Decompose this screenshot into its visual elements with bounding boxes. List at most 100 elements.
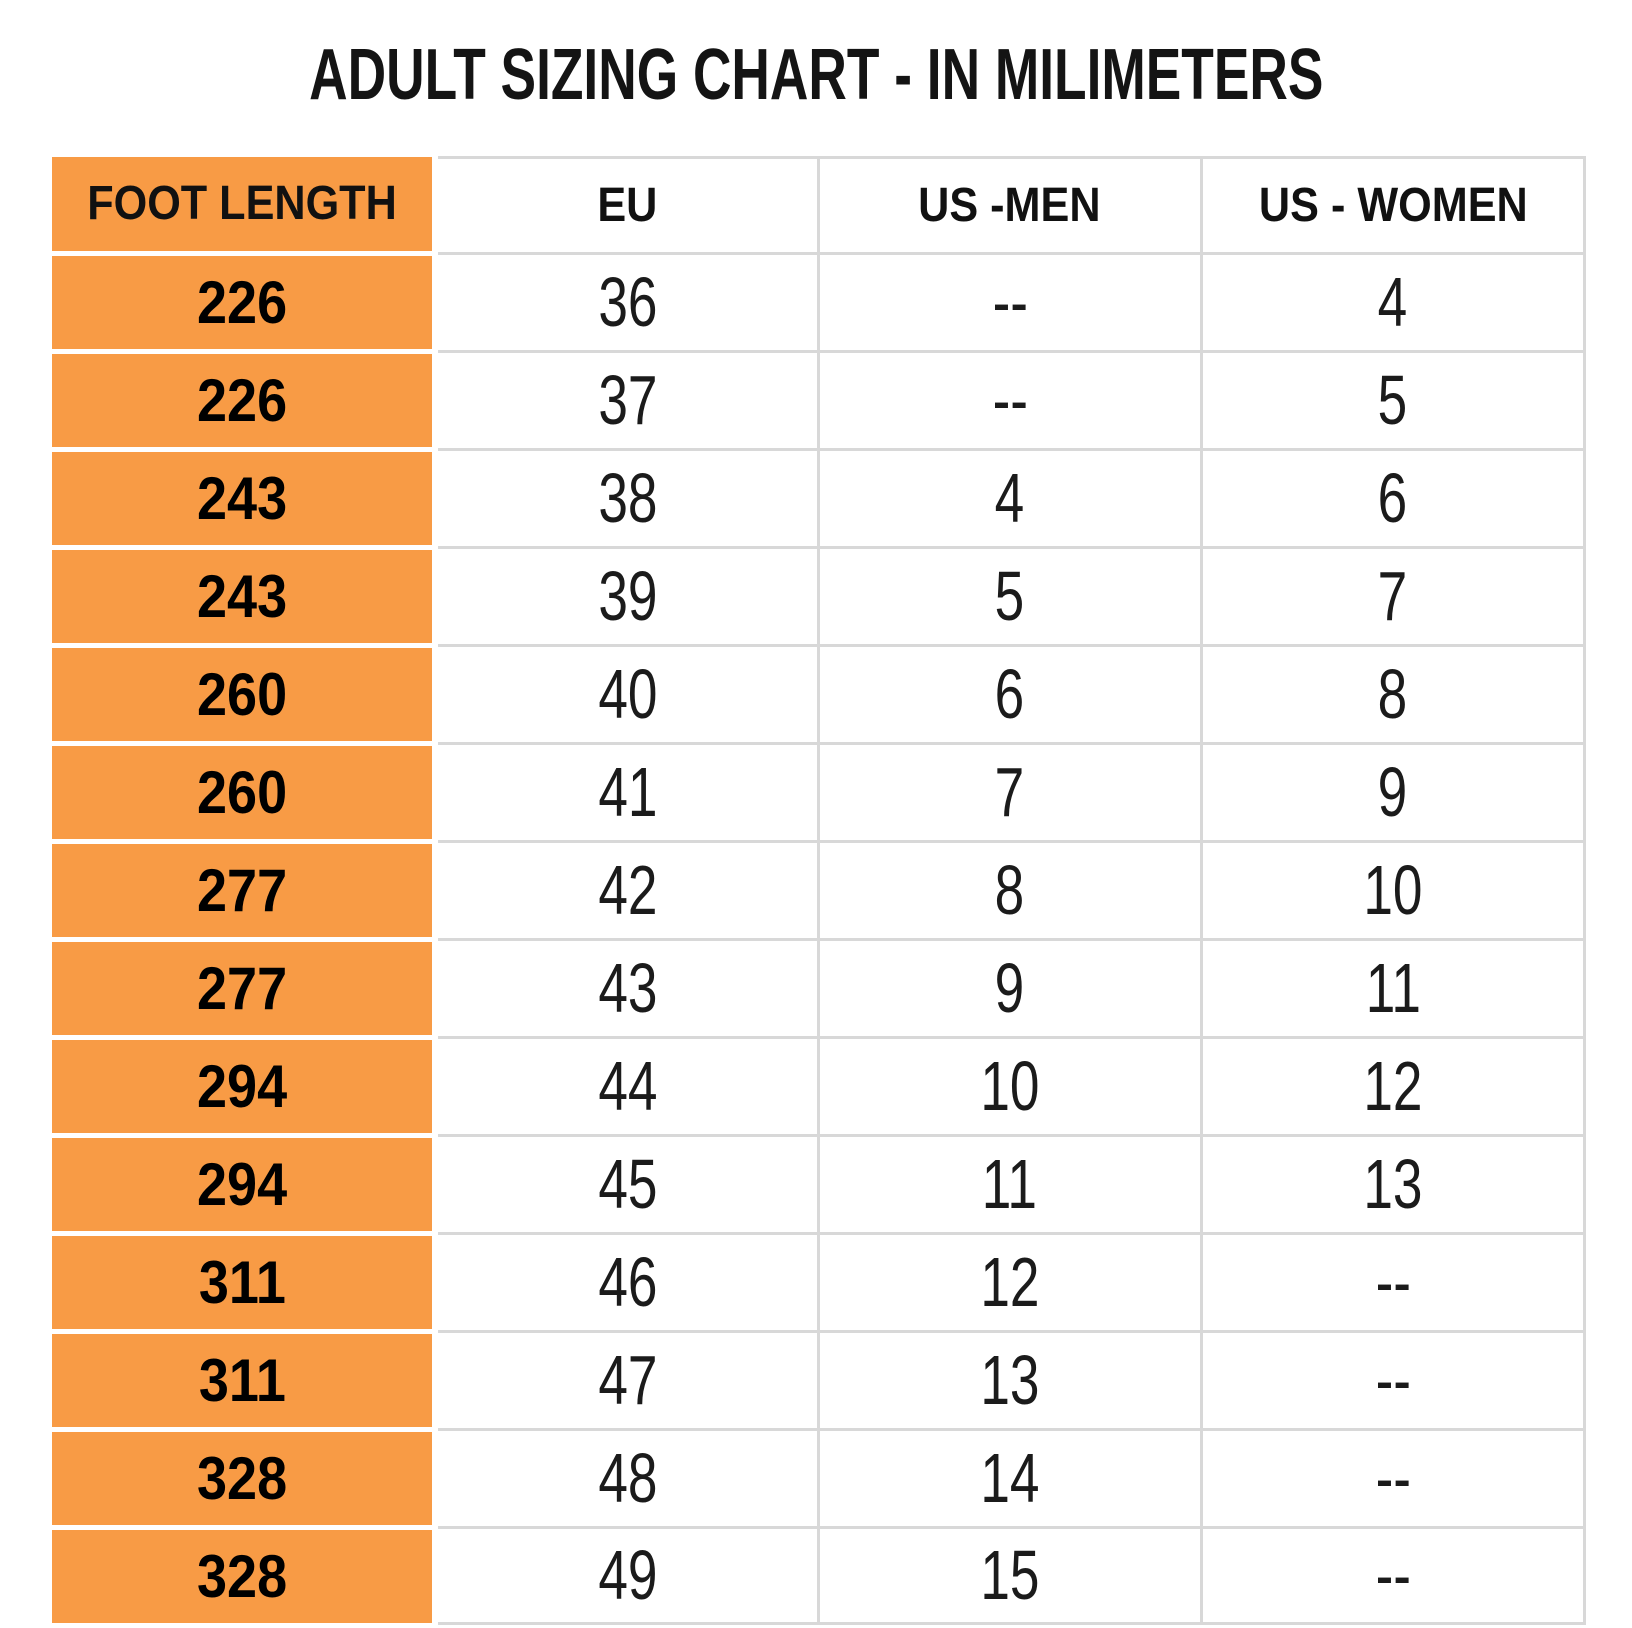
us-women-size-cell: 8: [1201, 645, 1587, 745]
table-row: 243 38 4 6: [52, 449, 1587, 550]
foot-length-cell: 328: [52, 1429, 439, 1530]
cell-value: 15: [980, 1536, 1040, 1615]
cell-value: 13: [980, 1341, 1040, 1420]
us-women-size-cell: 13: [1201, 1135, 1587, 1235]
cell-value: 5: [1378, 361, 1408, 440]
sizing-table: FOOT LENGTH EU US -MEN US - WOMEN 226 36 -…: [52, 155, 1587, 1625]
table-row: 277 42 8 10: [52, 841, 1587, 942]
us-women-size-cell: 12: [1201, 1037, 1587, 1137]
cell-value: 6: [995, 655, 1025, 734]
cell-value: 10: [980, 1047, 1040, 1126]
cell-value: --: [1375, 1341, 1411, 1420]
cell-value: 7: [995, 753, 1025, 832]
eu-size-cell: 37: [435, 351, 820, 451]
cell-value: 8: [995, 851, 1025, 930]
foot-length-cell: 311: [52, 1331, 439, 1432]
us-women-size-cell: 9: [1201, 743, 1587, 843]
foot-length-cell: 260: [52, 645, 439, 746]
cell-value: 39: [597, 557, 658, 636]
cell-value: 226: [197, 366, 288, 434]
us-women-size-cell: 11: [1201, 939, 1587, 1039]
table-row: 311 46 12 --: [52, 1233, 1587, 1334]
table-row: 294 44 10 12: [52, 1037, 1587, 1138]
cell-value: 9: [995, 949, 1025, 1028]
eu-size-cell: 48: [435, 1429, 820, 1529]
cell-value: 4: [1378, 263, 1408, 342]
table-row: 328 48 14 --: [52, 1429, 1587, 1530]
table-row: 243 39 5 7: [52, 547, 1587, 648]
us-men-size-cell: 6: [818, 645, 1203, 745]
cell-value: 226: [197, 268, 288, 336]
table-row: 277 43 9 11: [52, 939, 1587, 1040]
us-men-size-cell: 9: [818, 939, 1203, 1039]
cell-value: --: [992, 263, 1028, 342]
col-header-us-men: US -MEN: [818, 155, 1203, 255]
cell-value: 48: [597, 1439, 658, 1518]
header-row: FOOT LENGTH EU US -MEN US - WOMEN: [52, 155, 1587, 256]
table-row: 226 36 -- 4: [52, 253, 1587, 354]
cell-value: 260: [197, 660, 288, 728]
eu-size-cell: 45: [435, 1135, 820, 1235]
cell-value: 45: [597, 1145, 658, 1224]
foot-length-cell: 243: [52, 449, 439, 550]
foot-length-cell: 328: [52, 1527, 439, 1624]
col-header-us-women: US - WOMEN: [1201, 155, 1587, 255]
us-women-size-cell: 10: [1201, 841, 1587, 941]
col-header-us-women-label: US - WOMEN: [1258, 178, 1528, 232]
cell-value: 6: [1378, 459, 1408, 538]
cell-value: 328: [197, 1542, 288, 1610]
cell-value: 43: [597, 949, 658, 1028]
foot-length-cell: 294: [52, 1135, 439, 1236]
cell-value: 311: [198, 1248, 286, 1316]
eu-size-cell: 38: [435, 449, 820, 549]
cell-value: 38: [597, 459, 658, 538]
us-women-size-cell: --: [1201, 1233, 1587, 1333]
foot-length-cell: 226: [52, 253, 439, 354]
cell-value: 49: [597, 1536, 658, 1615]
us-women-size-cell: 4: [1201, 253, 1587, 353]
foot-length-cell: 226: [52, 351, 439, 452]
us-women-size-cell: 7: [1201, 547, 1587, 647]
cell-value: --: [1375, 1243, 1411, 1322]
col-header-us-men-label: US -MEN: [918, 178, 1102, 232]
us-men-size-cell: --: [818, 351, 1203, 451]
eu-size-cell: 43: [435, 939, 820, 1039]
cell-value: 10: [1363, 851, 1423, 930]
table-row: 260 41 7 9: [52, 743, 1587, 844]
eu-size-cell: 42: [435, 841, 820, 941]
cell-value: 260: [197, 758, 288, 826]
cell-value: 277: [197, 856, 288, 924]
cell-value: 42: [597, 851, 658, 930]
us-men-size-cell: 13: [818, 1331, 1203, 1431]
cell-value: 243: [197, 464, 288, 532]
eu-size-cell: 36: [435, 253, 820, 353]
col-header-eu-label: EU: [597, 178, 658, 232]
eu-size-cell: 40: [435, 645, 820, 745]
cell-value: 13: [1363, 1145, 1423, 1224]
cell-value: 46: [597, 1243, 658, 1322]
eu-size-cell: 47: [435, 1331, 820, 1431]
cell-value: 311: [198, 1346, 286, 1414]
us-women-size-cell: 5: [1201, 351, 1587, 451]
foot-length-cell: 277: [52, 841, 439, 942]
cell-value: --: [1375, 1536, 1411, 1615]
eu-size-cell: 41: [435, 743, 820, 843]
us-men-size-cell: --: [818, 253, 1203, 353]
cell-value: 37: [597, 361, 658, 440]
us-women-size-cell: --: [1201, 1527, 1587, 1625]
us-men-size-cell: 15: [818, 1527, 1203, 1625]
table-row: 226 37 -- 5: [52, 351, 1587, 452]
us-women-size-cell: 6: [1201, 449, 1587, 549]
foot-length-cell: 260: [52, 743, 439, 844]
foot-length-cell: 243: [52, 547, 439, 648]
us-men-size-cell: 7: [818, 743, 1203, 843]
cell-value: 243: [197, 562, 288, 630]
us-women-size-cell: --: [1201, 1429, 1587, 1529]
page-title: ADULT SIZING CHART - IN MILIMETERS: [0, 0, 1632, 114]
cell-value: 5: [995, 557, 1025, 636]
eu-size-cell: 46: [435, 1233, 820, 1333]
us-women-size-cell: --: [1201, 1331, 1587, 1431]
cell-value: 44: [597, 1047, 658, 1126]
eu-size-cell: 44: [435, 1037, 820, 1137]
table-row: 294 45 11 13: [52, 1135, 1587, 1236]
